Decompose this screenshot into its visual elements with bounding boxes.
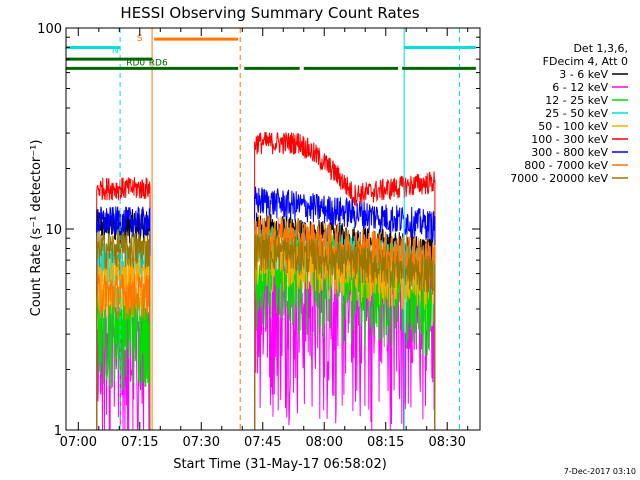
flag-label: N xyxy=(112,46,119,56)
x-tick-label: 08:00 xyxy=(306,435,343,450)
legend-entry: 50 - 100 keV xyxy=(538,120,608,133)
x-tick-label: 07:15 xyxy=(121,435,158,450)
series-line xyxy=(96,272,151,430)
x-tick-label: 07:00 xyxy=(60,435,97,450)
flag-label: S xyxy=(137,34,143,44)
flag-label: RD0 xyxy=(126,59,145,69)
x-tick-label: 07:45 xyxy=(244,435,281,450)
series-line xyxy=(254,233,436,430)
legend-entry: 100 - 300 keV xyxy=(531,133,608,146)
legend-entry: 7000 - 20000 keV xyxy=(510,172,608,185)
footer-timestamp: 7-Dec-2017 03:10 xyxy=(564,467,636,476)
legend-entry: 300 - 800 keV xyxy=(531,146,608,159)
series-line xyxy=(254,131,436,430)
chart-title: HESSI Observing Summary Count Rates xyxy=(120,4,419,22)
x-axis-label: Start Time (31-May-17 06:58:02) xyxy=(173,457,387,472)
series-line xyxy=(96,177,151,430)
legend-entry: 25 - 50 keV xyxy=(545,107,608,120)
flag-label: RD6 xyxy=(149,59,168,69)
x-tick-label: 08:15 xyxy=(367,435,404,450)
chart-marks: RD0 RD6 N S xyxy=(66,28,476,431)
x-tick-label: 08:30 xyxy=(428,435,465,450)
y-tick-label: 100 xyxy=(37,22,62,37)
y-axis-label: Count Rate (s⁻¹ detector⁻¹) xyxy=(29,140,44,317)
x-tick-label: 07:30 xyxy=(183,435,220,450)
legend-header: Det 1,3,6, xyxy=(573,42,628,55)
legend-entry: 3 - 6 keV xyxy=(559,68,608,81)
series-line xyxy=(96,231,151,430)
series-line xyxy=(254,186,436,430)
legend-header: FDecim 4, Att 0 xyxy=(543,55,628,68)
legend-entry: 12 - 25 keV xyxy=(545,94,608,107)
legend-entry: 6 - 12 keV xyxy=(552,81,608,94)
axes: 07:00 07:15 07:30 07:45 08:00 08:15 08:30 1 10 10… xyxy=(37,22,480,450)
y-tick-label: 1 xyxy=(54,424,62,439)
y-tick-label: 10 xyxy=(45,223,62,238)
legend-entry: 800 - 7000 keV xyxy=(524,159,608,172)
